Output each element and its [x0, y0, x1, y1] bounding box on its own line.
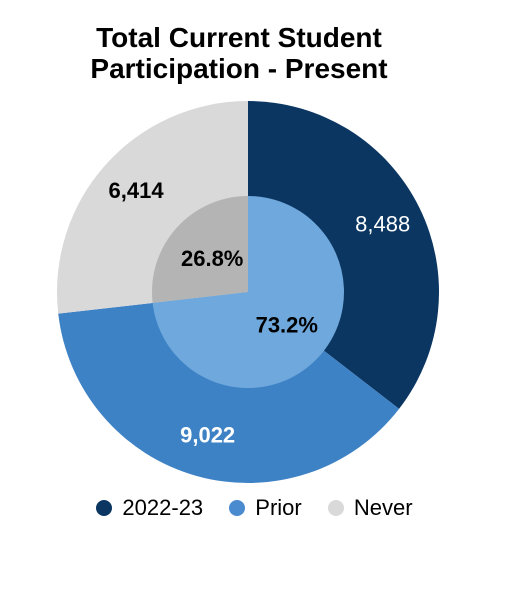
inner-slice-never — [152, 196, 248, 303]
chart-title-line-2: Participation - Present — [90, 53, 388, 84]
inner-label-participated: 73.2% — [256, 312, 318, 337]
legend-item-prior: Prior — [229, 495, 302, 521]
outer-slice-prior — [58, 292, 400, 483]
inner-label-never: 26.8% — [181, 246, 243, 271]
outer-label-never: 6,414 — [109, 178, 165, 203]
chart-legend: 2022-23 Prior Never — [0, 495, 509, 522]
legend-item-never: Never — [327, 495, 413, 521]
legend-label-2022-23: 2022-23 — [122, 495, 204, 520]
outer-slice-2022-23 — [248, 101, 440, 409]
legend-item-2022-23: 2022-23 — [96, 495, 203, 521]
legend-label-prior: Prior — [255, 495, 302, 520]
legend-label-never: Never — [353, 495, 413, 520]
legend-swatch-2022-23 — [96, 500, 113, 516]
legend-swatch-never — [327, 500, 344, 516]
outer-label-prior: 9,022 — [180, 422, 235, 447]
chart-title-line-1: Total Current Student — [96, 22, 382, 53]
chart-title: Total Current Student Participation - Pr… — [0, 22, 478, 84]
inner-slice-participated — [152, 196, 345, 389]
legend-swatch-prior — [229, 500, 246, 516]
outer-label-2022-23: 8,488 — [355, 212, 410, 237]
